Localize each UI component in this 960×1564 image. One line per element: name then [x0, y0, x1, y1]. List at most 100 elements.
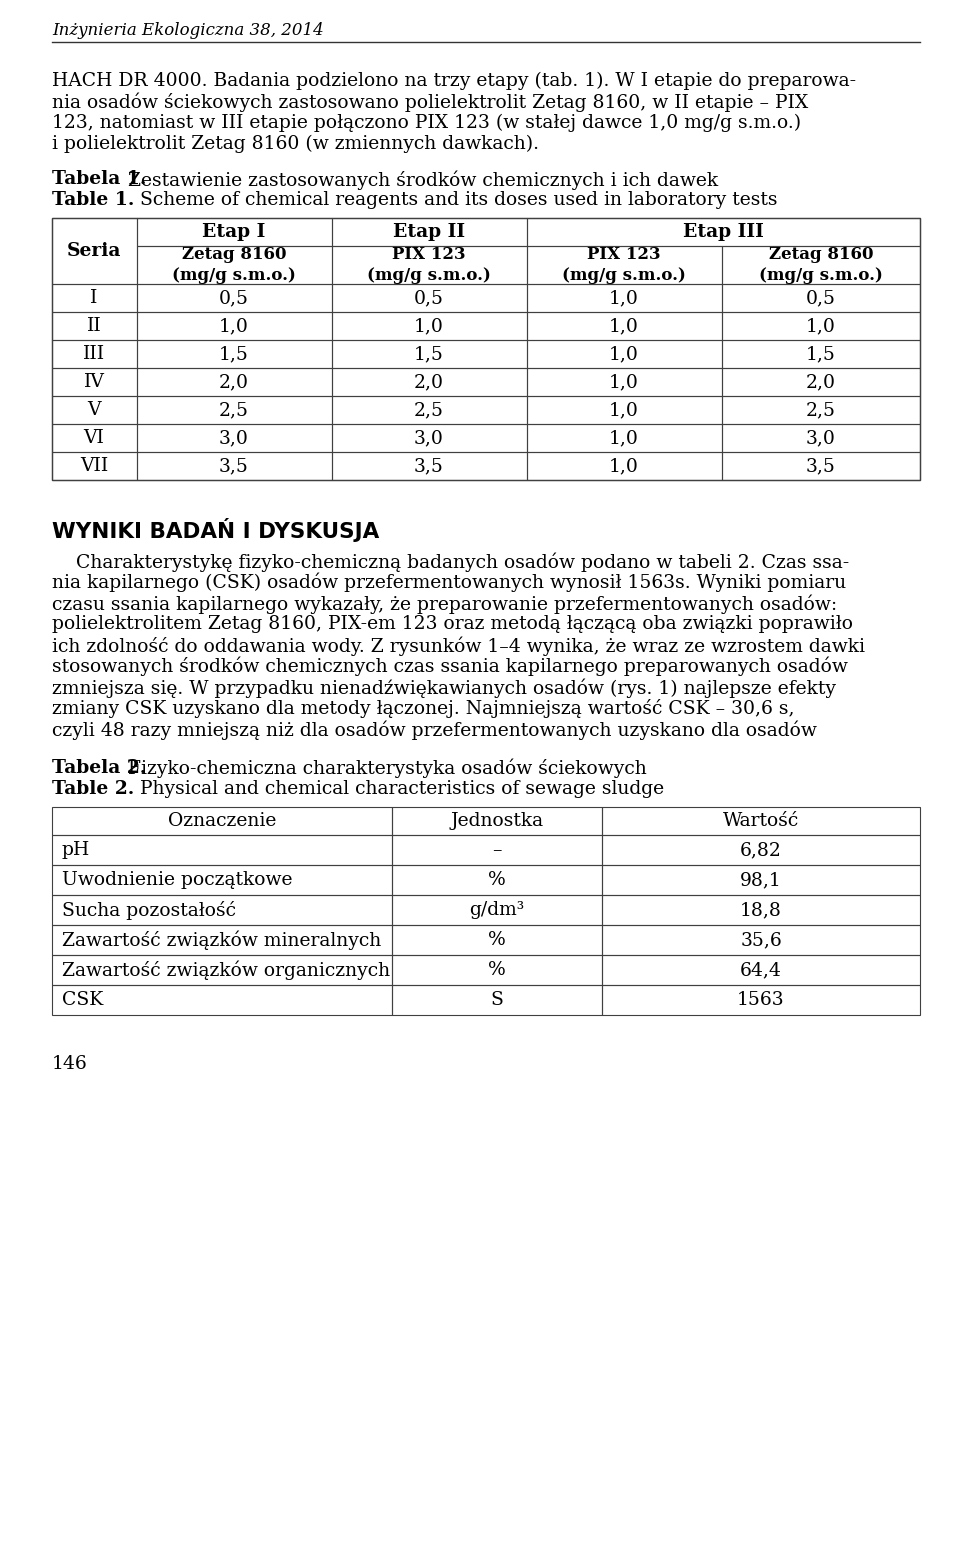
Bar — [527, 339, 722, 368]
Bar — [52, 865, 392, 895]
Bar — [722, 311, 920, 339]
Text: II: II — [86, 317, 102, 335]
Text: 1,0: 1,0 — [806, 317, 836, 335]
Text: WYNIKI BADAŃ I DYSKUSJA: WYNIKI BADAŃ I DYSKUSJA — [52, 518, 379, 543]
Text: 98,1: 98,1 — [740, 871, 781, 888]
Text: Inżynieria Ekologiczna 38, 2014: Inżynieria Ekologiczna 38, 2014 — [52, 22, 324, 39]
Bar — [52, 895, 392, 924]
Text: 0,5: 0,5 — [219, 289, 249, 307]
Bar — [137, 424, 332, 452]
Text: Etap III: Etap III — [683, 224, 763, 241]
Text: polielektrolitem Zetag 8160, PIX-em 123 oraz metodą łączącą oba związki poprawił: polielektrolitem Zetag 8160, PIX-em 123 … — [52, 615, 853, 633]
Bar — [332, 424, 527, 452]
Text: Table 2.: Table 2. — [52, 780, 134, 798]
Bar — [52, 835, 392, 865]
Text: 6,82: 6,82 — [740, 841, 782, 859]
Text: 0,5: 0,5 — [414, 289, 444, 307]
Text: S: S — [491, 992, 503, 1009]
Bar — [332, 285, 527, 311]
Text: –: – — [492, 841, 502, 859]
Bar — [332, 217, 527, 246]
Bar — [137, 217, 332, 246]
Bar — [722, 246, 920, 285]
Text: Table 1.: Table 1. — [52, 191, 134, 210]
Text: 3,0: 3,0 — [219, 429, 249, 447]
Bar — [602, 835, 920, 865]
Bar — [722, 396, 920, 424]
Bar — [527, 311, 722, 339]
Text: 146: 146 — [52, 1056, 87, 1073]
Bar — [52, 217, 137, 285]
Text: zmniejsza się. W przypadku nienadźwiękawianych osadów (rys. 1) najlepsze efekty: zmniejsza się. W przypadku nienadźwiękaw… — [52, 679, 836, 698]
Text: 2,0: 2,0 — [414, 372, 444, 391]
Bar — [332, 246, 527, 285]
Text: PIX 123
(mg/g s.m.o.): PIX 123 (mg/g s.m.o.) — [367, 246, 491, 285]
Text: Jednostka: Jednostka — [450, 812, 543, 830]
Bar — [52, 924, 392, 956]
Bar — [527, 396, 722, 424]
Text: czyli 48 razy mniejszą niż dla osadów przefermentowanych uzyskano dla osadów: czyli 48 razy mniejszą niż dla osadów pr… — [52, 719, 817, 740]
Text: 2,5: 2,5 — [414, 400, 444, 419]
Bar — [52, 452, 137, 480]
Bar — [722, 452, 920, 480]
Bar — [392, 985, 602, 1015]
Bar — [602, 985, 920, 1015]
Bar — [392, 924, 602, 956]
Text: Zawartość związków organicznych: Zawartość związków organicznych — [62, 960, 390, 979]
Bar — [332, 311, 527, 339]
Bar — [392, 835, 602, 865]
Text: Charakterystykę fizyko-chemiczną badanych osadów podano w tabeli 2. Czas ssa-: Charakterystykę fizyko-chemiczną badanyc… — [52, 552, 850, 571]
Text: VI: VI — [84, 429, 105, 447]
Text: 1,5: 1,5 — [806, 346, 836, 363]
Text: 3,0: 3,0 — [414, 429, 444, 447]
Text: stosowanych środków chemicznych czas ssania kapilarnego preparowanych osadów: stosowanych środków chemicznych czas ssa… — [52, 657, 848, 677]
Text: Etap I: Etap I — [203, 224, 266, 241]
Bar — [722, 424, 920, 452]
Text: VII: VII — [80, 457, 108, 475]
Text: IV: IV — [84, 372, 105, 391]
Text: 3,0: 3,0 — [806, 429, 836, 447]
Text: 3,5: 3,5 — [806, 457, 836, 475]
Bar — [52, 285, 137, 311]
Text: nia osadów ściekowych zastosowano polielektrolit Zetag 8160, w II etapie – PIX: nia osadów ściekowych zastosowano poliel… — [52, 92, 808, 113]
Text: 1,5: 1,5 — [219, 346, 249, 363]
Text: 2,0: 2,0 — [219, 372, 249, 391]
Text: 1563: 1563 — [737, 992, 785, 1009]
Text: 0,5: 0,5 — [806, 289, 836, 307]
Text: Zetag 8160
(mg/g s.m.o.): Zetag 8160 (mg/g s.m.o.) — [172, 246, 296, 285]
Text: czasu ssania kapilarnego wykazały, że preparowanie przefermentowanych osadów:: czasu ssania kapilarnego wykazały, że pr… — [52, 594, 837, 613]
Bar — [722, 368, 920, 396]
Text: HACH DR 4000. Badania podzielono na trzy etapy (tab. 1). W I etapie do preparowa: HACH DR 4000. Badania podzielono na trzy… — [52, 72, 856, 91]
Bar — [527, 285, 722, 311]
Bar — [527, 246, 722, 285]
Text: I: I — [90, 289, 98, 307]
Bar — [332, 452, 527, 480]
Bar — [722, 285, 920, 311]
Bar — [527, 217, 920, 246]
Text: 1,0: 1,0 — [609, 400, 639, 419]
Bar — [332, 368, 527, 396]
Text: ich zdolność do oddawania wody. Z rysunków 1–4 wynika, że wraz ze wzrostem dawki: ich zdolność do oddawania wody. Z rysunk… — [52, 637, 865, 655]
Bar — [52, 807, 392, 835]
Bar — [52, 368, 137, 396]
Text: CSK: CSK — [62, 992, 104, 1009]
Bar — [527, 452, 722, 480]
Text: Tabela 1.: Tabela 1. — [52, 170, 146, 188]
Text: III: III — [83, 346, 105, 363]
Bar — [602, 895, 920, 924]
Bar — [52, 956, 392, 985]
Bar — [137, 452, 332, 480]
Bar — [52, 339, 137, 368]
Bar — [137, 368, 332, 396]
Bar — [392, 865, 602, 895]
Bar — [527, 368, 722, 396]
Bar — [137, 285, 332, 311]
Text: 2,5: 2,5 — [219, 400, 249, 419]
Text: Physical and chemical characteristics of sewage sludge: Physical and chemical characteristics of… — [122, 780, 664, 798]
Text: 123, natomiast w III etapie połączono PIX 123 (w stałej dawce 1,0 mg/g s.m.o.): 123, natomiast w III etapie połączono PI… — [52, 114, 802, 133]
Text: zmiany CSK uzyskano dla metody łączonej. Najmniejszą wartość CSK – 30,6 s,: zmiany CSK uzyskano dla metody łączonej.… — [52, 699, 795, 718]
Bar — [332, 396, 527, 424]
Text: Wartość: Wartość — [723, 812, 799, 830]
Bar — [52, 396, 137, 424]
Bar — [52, 217, 920, 480]
